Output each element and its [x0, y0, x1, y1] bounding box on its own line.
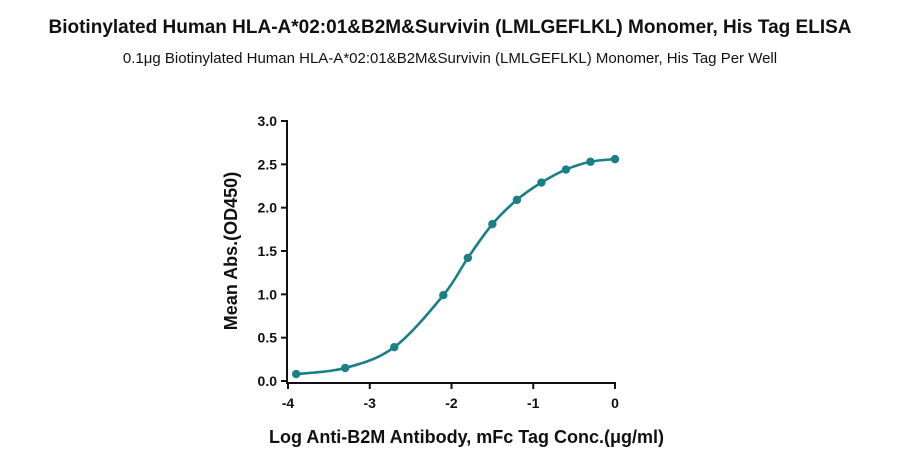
data-point [586, 157, 595, 166]
data-point [512, 195, 522, 205]
data-point [537, 178, 546, 187]
y-tick-label: 2.5 [258, 156, 278, 172]
tick-labels: 0.0 0.5 1.0 1.5 2.0 2.5 3.0 -4 -3 -2 -1 0 [258, 113, 620, 411]
y-tick-label: 0.0 [258, 373, 278, 389]
x-tick-label: -1 [527, 395, 540, 411]
tick-marks [281, 120, 616, 389]
y-tick-label: 3.0 [258, 113, 278, 129]
data-point [439, 291, 448, 300]
x-tick-label: -2 [445, 395, 458, 411]
x-axis-title: Log Anti-B2M Antibody, mFc Tag Conc.(μg/… [269, 427, 664, 447]
x-tick-label: -4 [282, 395, 295, 411]
data-point [610, 154, 620, 164]
axes [286, 120, 616, 384]
y-axis-title: Mean Abs.(OD450) [221, 172, 241, 330]
data-points [291, 154, 620, 379]
y-tick-label: 0.5 [258, 330, 278, 346]
y-tick-label: 2.0 [258, 200, 278, 216]
x-tick-label: -3 [364, 395, 377, 411]
data-point [488, 219, 497, 229]
data-point [390, 343, 399, 352]
chart-subtitle: 0.1μg Biotinylated Human HLA-A*02:01&B2M… [122, 50, 778, 67]
data-point [341, 363, 350, 373]
chart-title: Biotinylated Human HLA-A*02:01&B2M&Survi… [48, 17, 852, 38]
fitted-curve [294, 157, 617, 376]
y-tick-label: 1.0 [258, 286, 278, 302]
data-point [561, 165, 571, 174]
y-tick-label: 1.5 [258, 243, 278, 259]
x-tick-label: 0 [611, 395, 619, 411]
series-line [294, 157, 617, 376]
data-point [291, 369, 301, 379]
data-point [463, 253, 473, 263]
